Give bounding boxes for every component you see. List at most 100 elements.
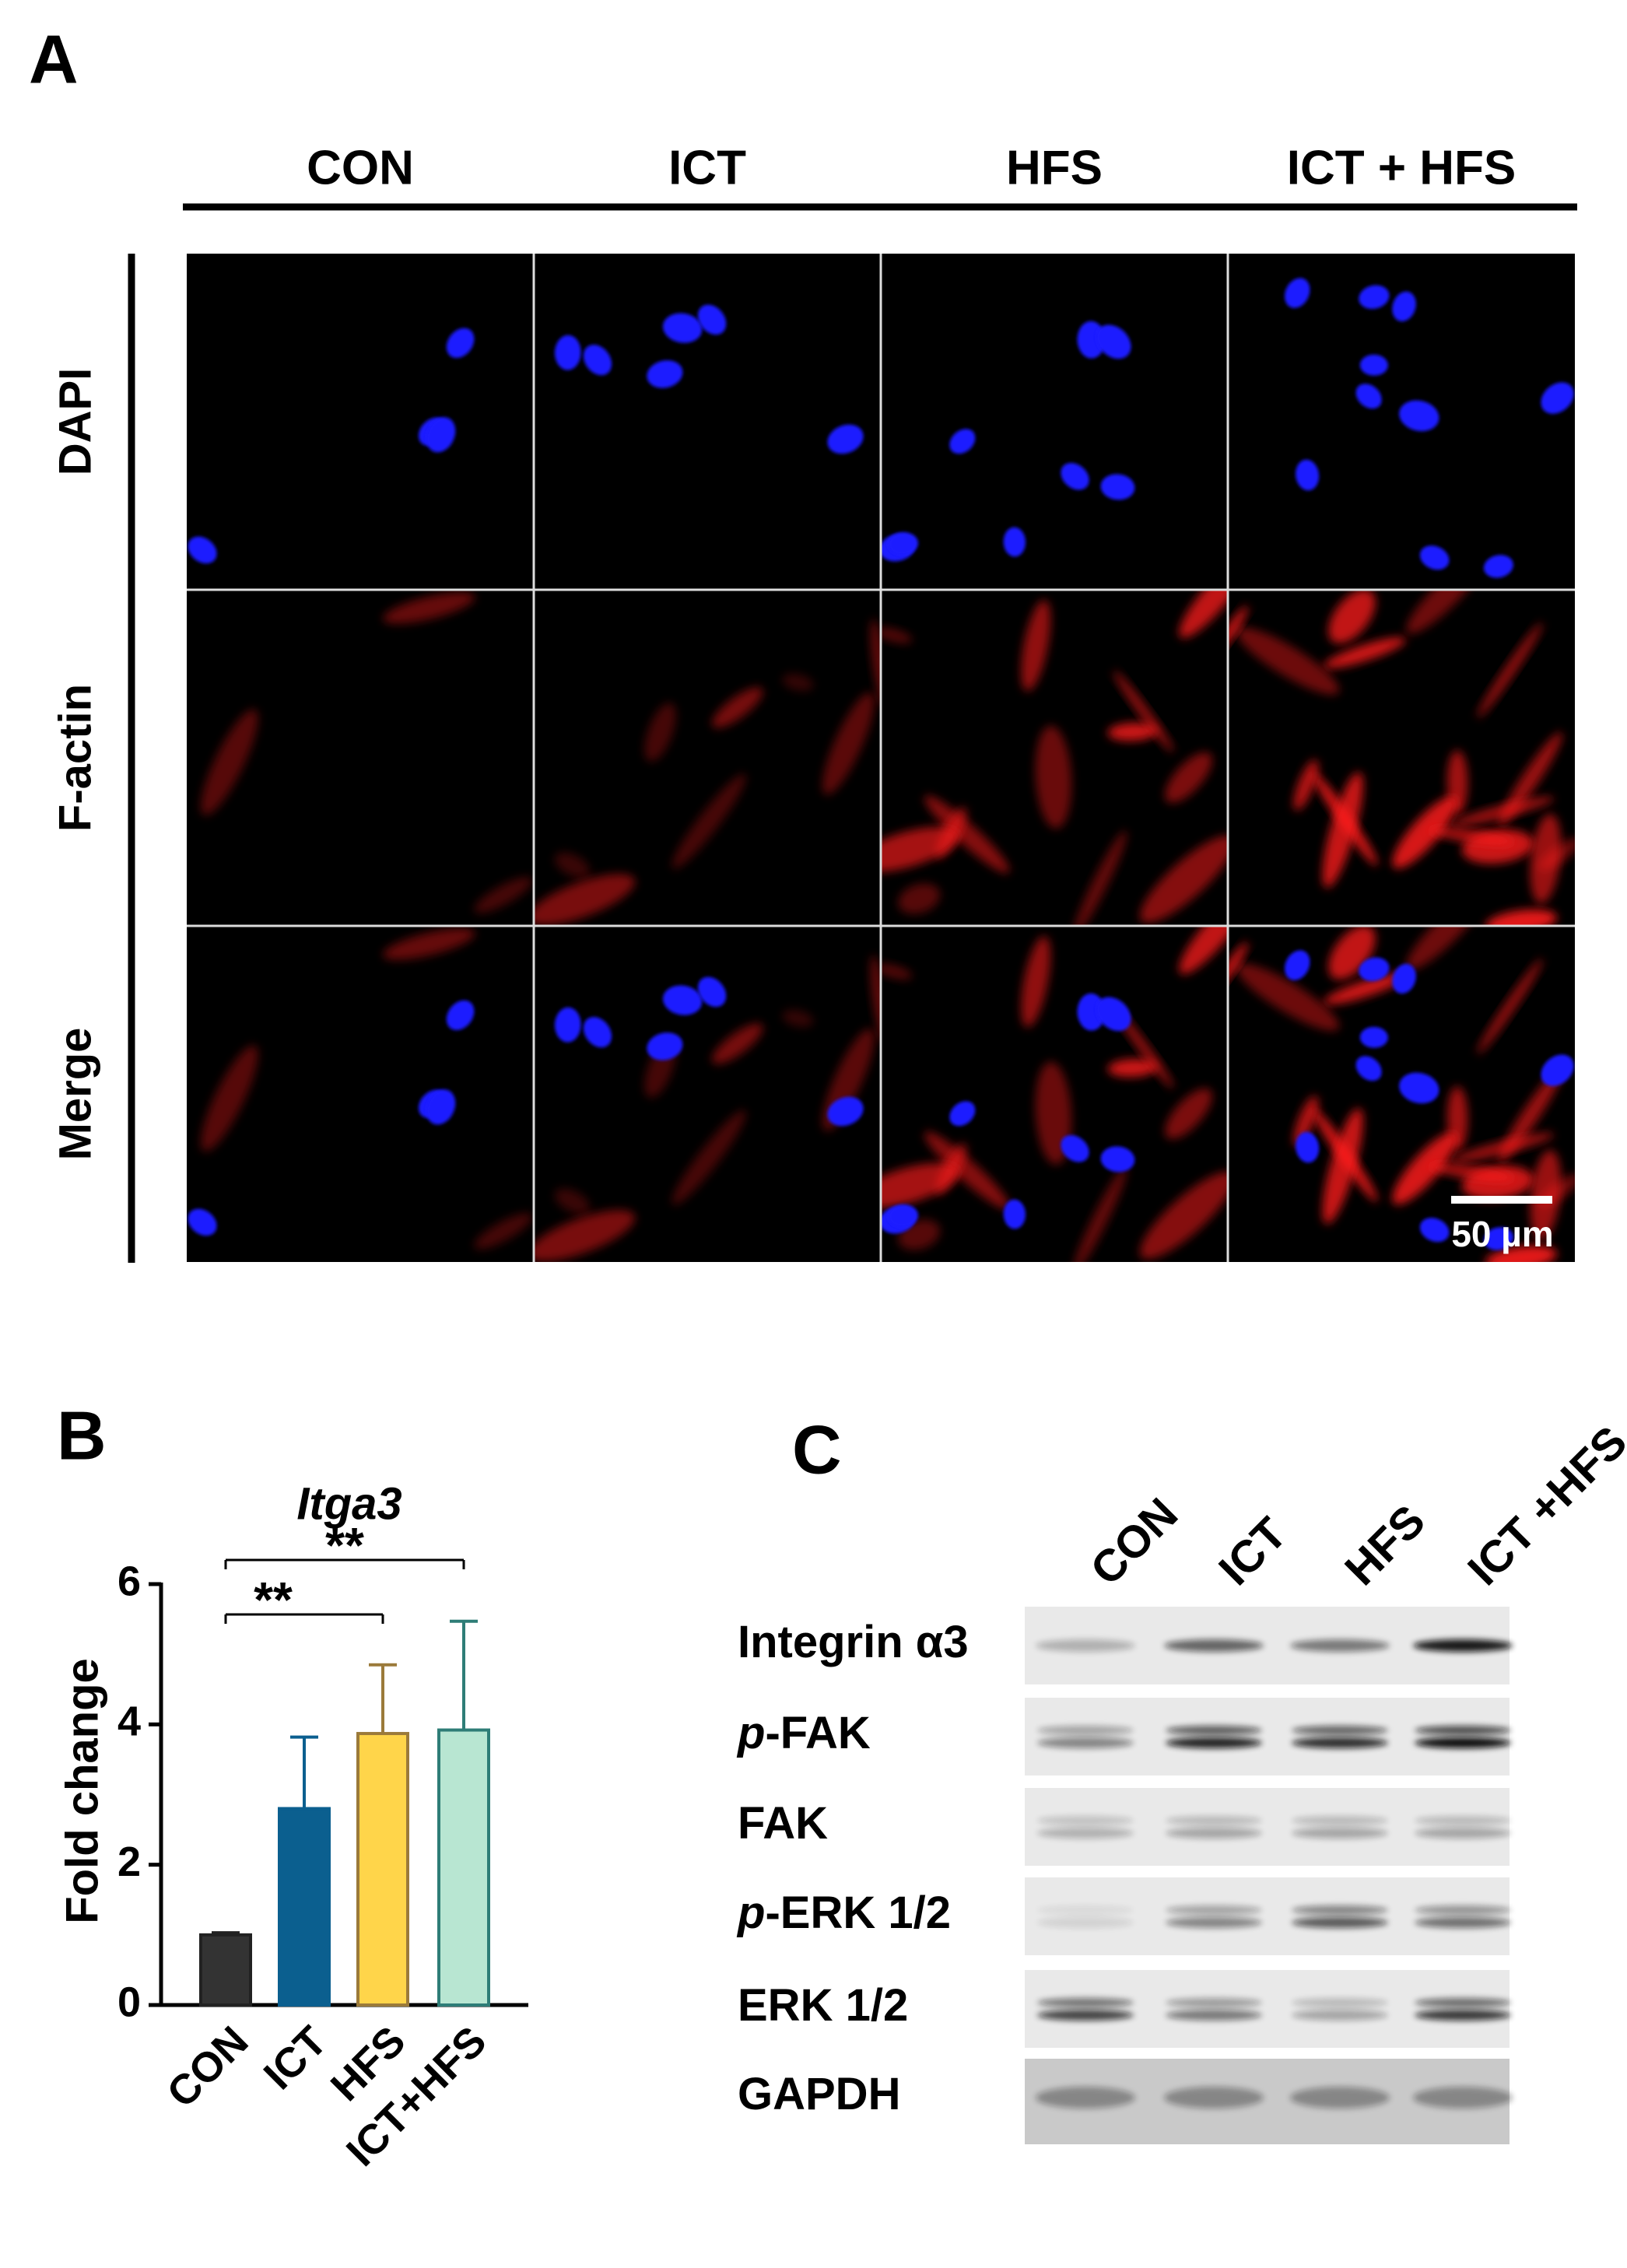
actin (1035, 725, 1072, 829)
nucleus (446, 1000, 475, 1031)
band (1292, 2010, 1388, 2021)
actin (1451, 1133, 1555, 1162)
micrograph (187, 926, 534, 1262)
nucleus (1100, 1146, 1135, 1173)
lane-label: ICT (1209, 1508, 1296, 1595)
panel-label: B (57, 1397, 107, 1474)
nucleus (1284, 950, 1310, 980)
nucleus (1061, 462, 1089, 490)
nucleus (1392, 963, 1416, 994)
panel-label: C (792, 1411, 842, 1488)
lane-label: HFS (1335, 1495, 1435, 1595)
blot-strip (1025, 1970, 1510, 2048)
band (1415, 1737, 1511, 1748)
micrograph (534, 590, 881, 926)
nucleus (888, 1204, 918, 1228)
micrograph (881, 590, 1228, 926)
band (1415, 2010, 1511, 2021)
actin (1073, 1166, 1127, 1262)
blot-strip (1025, 1788, 1510, 1866)
y-tick-label: 6 (117, 1558, 141, 1604)
nucleus (1284, 278, 1310, 308)
micrograph-bg (534, 254, 881, 590)
micrograph (881, 926, 1228, 1262)
blot-strip (1025, 1877, 1510, 1955)
actin (1406, 590, 1485, 634)
nucleus (554, 335, 581, 370)
band (1164, 1639, 1264, 1652)
blot-strip (1025, 1698, 1510, 1775)
bar (278, 1807, 331, 2007)
row-label: Merge (50, 1028, 100, 1161)
actin (924, 1131, 1010, 1210)
nucleus (1419, 545, 1450, 570)
actin (1392, 796, 1457, 869)
band (1037, 1905, 1134, 1915)
nucleus (1359, 354, 1388, 376)
nucleus (1419, 1218, 1450, 1243)
actin (1179, 590, 1228, 639)
nucleus (1296, 1131, 1320, 1163)
actin (1165, 752, 1213, 803)
nucleus (1061, 1134, 1089, 1162)
nucleus (583, 1017, 612, 1048)
nucleus (1541, 382, 1574, 414)
band (1415, 1828, 1511, 1839)
band (1415, 1816, 1511, 1825)
nucleus (426, 417, 456, 453)
row-label: p-ERK 1/2 (736, 1888, 951, 1938)
band (1037, 1917, 1134, 1928)
band (1415, 1905, 1511, 1915)
actin (1485, 1246, 1557, 1262)
actin (1429, 1163, 1515, 1182)
band (1292, 1905, 1388, 1915)
nucleus (1399, 400, 1439, 432)
actin (881, 963, 913, 980)
actin (1113, 670, 1174, 753)
y-tick-label: 2 (117, 1839, 141, 1885)
actin (1293, 759, 1319, 811)
actin (1324, 637, 1406, 668)
chart-title: Itga3 (296, 1478, 401, 1529)
band (1166, 1816, 1262, 1825)
band (1166, 1828, 1262, 1839)
lane-label: CON (1081, 1488, 1187, 1595)
actin (1179, 926, 1228, 975)
actin (1477, 958, 1543, 1054)
band (1037, 2010, 1134, 2021)
micrograph-bg (534, 590, 881, 926)
x-tick-label: CON (158, 2017, 257, 2116)
nucleus (1296, 459, 1320, 491)
nucleus (1483, 555, 1513, 578)
actin (1293, 1095, 1319, 1147)
nucleus (188, 1208, 217, 1236)
actin (1021, 936, 1051, 1028)
actin (534, 1210, 636, 1262)
actin (711, 687, 763, 728)
band (1166, 1726, 1262, 1735)
actin (1165, 1088, 1213, 1139)
y-tick-label: 4 (117, 1698, 141, 1745)
row-label: DAPI (50, 368, 100, 476)
band (1292, 1998, 1388, 2007)
column-label: ICT + HFS (1287, 141, 1517, 195)
y-axis-label: Fold change (57, 1658, 107, 1924)
nucleus (1355, 1056, 1382, 1081)
band (1415, 1998, 1511, 2007)
micrograph (1228, 254, 1575, 590)
label-text: -FAK (765, 1708, 870, 1758)
actin (1406, 926, 1485, 970)
actin (1322, 772, 1363, 889)
nucleus (662, 985, 703, 1015)
actin (1107, 1058, 1158, 1078)
column-label: CON (307, 141, 414, 195)
row-label: Integrin α3 (738, 1617, 969, 1667)
nucleus (1096, 997, 1131, 1032)
band (1415, 1917, 1511, 1928)
nucleus (446, 328, 475, 359)
row-label: FAK (738, 1798, 828, 1849)
actin (898, 883, 941, 914)
nucleus (426, 1089, 456, 1125)
bar (356, 1732, 409, 2007)
row-label: F-actin (50, 684, 100, 832)
